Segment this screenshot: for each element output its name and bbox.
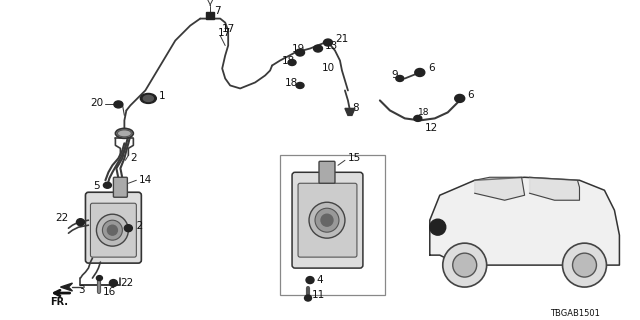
Ellipse shape — [414, 116, 422, 121]
Polygon shape — [529, 177, 579, 200]
Text: 21: 21 — [335, 34, 348, 44]
Text: 7: 7 — [214, 6, 221, 16]
Circle shape — [309, 202, 345, 238]
Ellipse shape — [396, 76, 404, 82]
Text: 11: 11 — [312, 290, 325, 300]
Ellipse shape — [104, 182, 111, 188]
Circle shape — [452, 253, 477, 277]
Text: 3: 3 — [79, 285, 85, 295]
Text: TBGAB1501: TBGAB1501 — [550, 308, 600, 317]
Text: 6: 6 — [468, 91, 474, 100]
Text: 22: 22 — [120, 278, 134, 288]
Circle shape — [102, 220, 122, 240]
Ellipse shape — [114, 101, 123, 108]
Ellipse shape — [306, 276, 314, 284]
Ellipse shape — [140, 93, 156, 103]
FancyBboxPatch shape — [113, 177, 127, 197]
Ellipse shape — [455, 94, 465, 102]
Text: 9: 9 — [392, 70, 399, 80]
Text: FR.: FR. — [51, 297, 68, 307]
Ellipse shape — [314, 45, 323, 52]
Ellipse shape — [115, 128, 133, 138]
FancyBboxPatch shape — [292, 172, 363, 268]
FancyBboxPatch shape — [298, 183, 357, 257]
Text: 22: 22 — [131, 221, 143, 231]
Ellipse shape — [97, 276, 102, 281]
Text: 18: 18 — [418, 108, 429, 117]
Text: 17: 17 — [218, 28, 232, 37]
Text: 6: 6 — [428, 63, 435, 74]
Text: 1: 1 — [158, 92, 165, 101]
Ellipse shape — [143, 95, 154, 101]
Ellipse shape — [296, 83, 304, 88]
Ellipse shape — [76, 219, 84, 226]
Ellipse shape — [415, 68, 425, 76]
Circle shape — [430, 219, 445, 235]
Text: 20: 20 — [90, 99, 104, 108]
Circle shape — [573, 253, 596, 277]
Text: 17: 17 — [222, 24, 236, 34]
Ellipse shape — [117, 130, 131, 137]
Text: 18: 18 — [282, 55, 295, 66]
Text: 10: 10 — [322, 63, 335, 74]
Ellipse shape — [109, 280, 117, 287]
Text: 14: 14 — [138, 175, 152, 185]
Ellipse shape — [305, 295, 312, 301]
Polygon shape — [475, 177, 525, 200]
Text: 22: 22 — [55, 213, 68, 223]
Polygon shape — [61, 283, 72, 291]
Polygon shape — [345, 108, 355, 116]
FancyBboxPatch shape — [90, 203, 136, 257]
Text: 8: 8 — [352, 103, 358, 113]
FancyBboxPatch shape — [319, 161, 335, 183]
Text: 4: 4 — [316, 275, 323, 285]
Circle shape — [321, 214, 333, 226]
Ellipse shape — [124, 225, 132, 232]
Ellipse shape — [288, 60, 296, 66]
Text: 12: 12 — [425, 124, 438, 133]
Text: 13: 13 — [325, 41, 339, 51]
FancyBboxPatch shape — [86, 192, 141, 263]
Text: 19: 19 — [292, 44, 305, 53]
Circle shape — [108, 225, 117, 235]
Ellipse shape — [296, 49, 305, 56]
Text: 5: 5 — [93, 181, 99, 191]
Circle shape — [97, 214, 129, 246]
Text: 2: 2 — [131, 153, 137, 163]
Text: 16: 16 — [102, 287, 116, 297]
Circle shape — [315, 208, 339, 232]
Circle shape — [563, 243, 607, 287]
Bar — [206, 12, 214, 19]
Text: 15: 15 — [348, 153, 361, 163]
Circle shape — [443, 243, 486, 287]
Bar — [280, 155, 385, 295]
Ellipse shape — [323, 39, 332, 46]
Text: 18: 18 — [285, 78, 298, 88]
Polygon shape — [430, 177, 620, 265]
